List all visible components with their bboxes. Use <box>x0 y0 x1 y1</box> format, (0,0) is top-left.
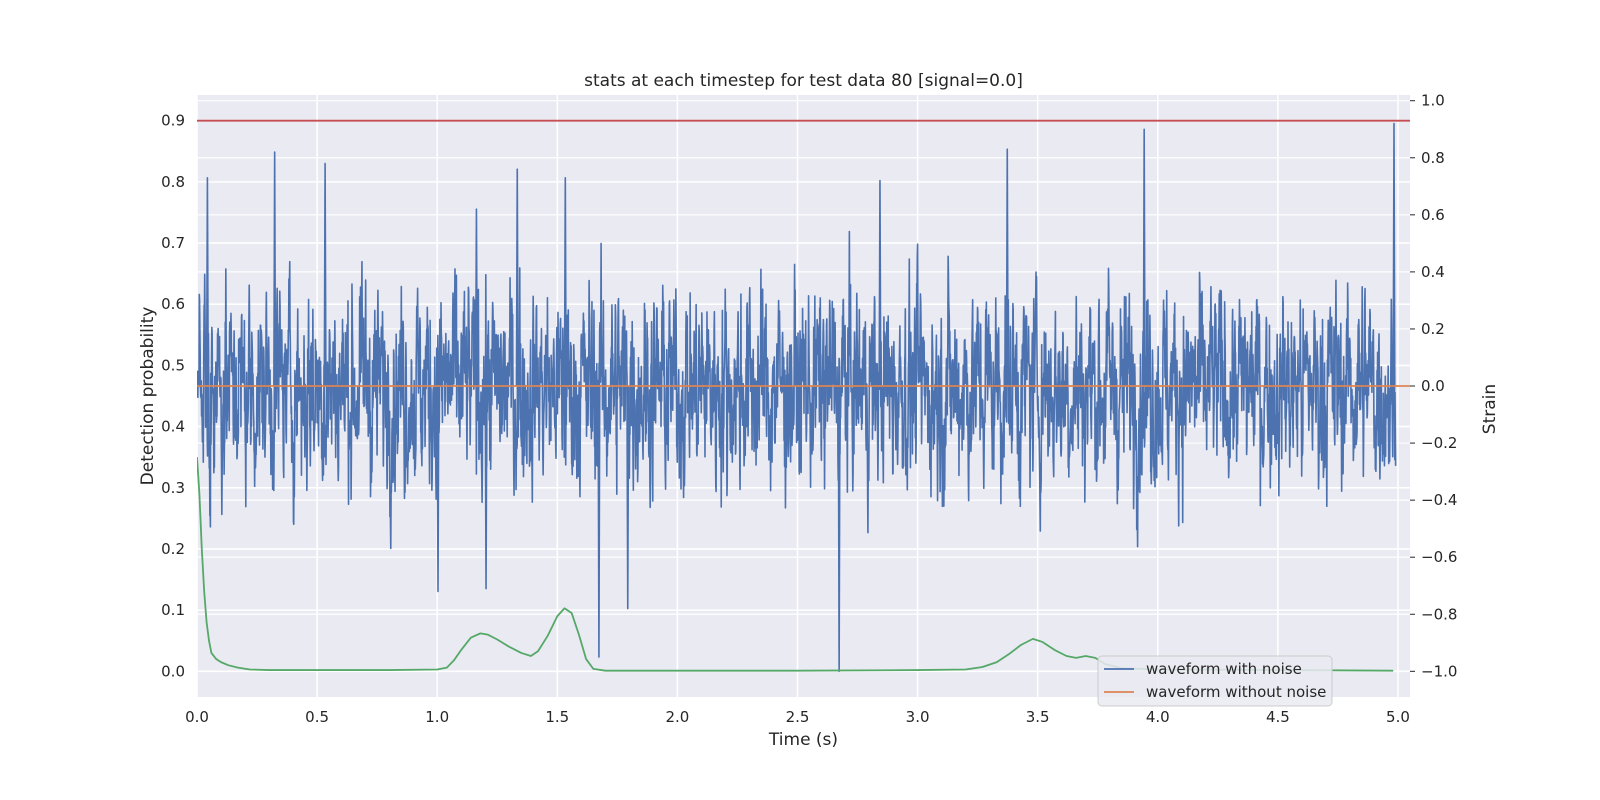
y2-tick-label: 1.0 <box>1421 92 1445 110</box>
legend-box <box>1097 655 1333 707</box>
legend: waveform with noise waveform without nois… <box>1097 655 1333 707</box>
x-tick-label: 4.5 <box>1266 708 1290 726</box>
y-tick-label: 0.3 <box>161 479 185 497</box>
y2-tick-label: −0.2 <box>1421 434 1457 452</box>
legend-entry: waveform without noise <box>1146 683 1326 701</box>
x-tick-label: 5.0 <box>1386 708 1410 726</box>
x-axis-label: Time (s) <box>768 730 838 750</box>
x-tick-label: 0.0 <box>185 708 209 726</box>
x-tick-label: 2.0 <box>665 708 689 726</box>
y2-axis-label: Strain <box>1480 384 1500 434</box>
y2-tick-label: −0.8 <box>1421 605 1457 623</box>
y-axis-label: Detection probability <box>138 307 158 486</box>
y2-tick-label: −1.0 <box>1421 662 1457 680</box>
y-tick-label: 0.5 <box>161 356 185 374</box>
y2-tick-label: 0.2 <box>1421 320 1445 338</box>
x-tick-label: 2.5 <box>786 708 810 726</box>
y-tick-label: 0.4 <box>161 418 185 436</box>
x-tick-label: 1.5 <box>545 708 569 726</box>
y2-tick-label: 0.4 <box>1421 263 1445 281</box>
x-tick-label: 4.0 <box>1146 708 1170 726</box>
y-tick-label: 0.2 <box>161 540 185 558</box>
legend-entry: waveform with noise <box>1146 660 1302 678</box>
plot-content <box>197 119 1410 673</box>
y2-tick-label: 0.6 <box>1421 206 1445 224</box>
y-tick-label: 0.0 <box>161 662 185 680</box>
x-tick-label: 0.5 <box>305 708 329 726</box>
chart-title: stats at each timestep for test data 80 … <box>584 71 1023 91</box>
y-tick-label: 0.6 <box>161 295 185 313</box>
y2-tick-label: 0.8 <box>1421 149 1445 167</box>
x-tick-label: 1.0 <box>425 708 449 726</box>
y-tick-label: 0.8 <box>161 173 185 191</box>
y-tick-label: 0.1 <box>161 601 185 619</box>
x-tick-label: 3.5 <box>1026 708 1050 726</box>
y2-tick-label: −0.4 <box>1421 491 1457 509</box>
series-line-detection-probability <box>197 457 1394 672</box>
y2-tick-label: 0.0 <box>1421 377 1445 395</box>
y-tick-label: 0.7 <box>161 234 185 252</box>
y2-tick-label: −0.6 <box>1421 548 1457 566</box>
tick-labels: 0.0 0.5 1.0 1.5 2.0 2.5 3.0 3.5 4.0 4.5 5.0 0.0 0.1 0… <box>161 92 1457 726</box>
x-tick-label: 3.0 <box>906 708 930 726</box>
y-tick-label: 0.9 <box>161 112 185 130</box>
